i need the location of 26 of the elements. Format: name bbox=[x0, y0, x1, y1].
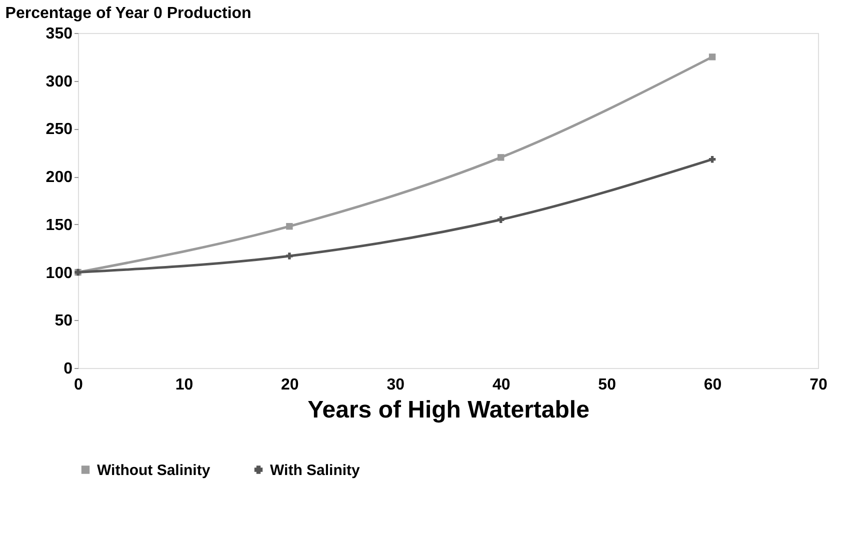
legend-label: With Salinity bbox=[270, 462, 361, 479]
y-tick-label: 200 bbox=[46, 169, 73, 186]
x-tick-label: 0 bbox=[74, 376, 84, 394]
point bbox=[498, 154, 504, 161]
point bbox=[286, 222, 293, 230]
x-tick-label: 50 bbox=[598, 376, 616, 394]
point bbox=[708, 54, 716, 60]
y-tick-label: 300 bbox=[46, 73, 73, 90]
point bbox=[498, 216, 504, 223]
x-tick-label: 20 bbox=[281, 376, 299, 394]
y-tick-label: 250 bbox=[46, 121, 73, 138]
x-tick-label: 30 bbox=[386, 376, 405, 394]
point bbox=[286, 252, 293, 260]
chart-title: Percentage of Year 0 Production bbox=[5, 5, 252, 22]
y-tick-label: 0 bbox=[64, 360, 73, 378]
x-tick-label: 10 bbox=[175, 376, 194, 394]
x-axis-title: Years of High Watertable bbox=[308, 396, 590, 424]
y-tick-label: 350 bbox=[46, 26, 73, 42]
x-tick-label: 40 bbox=[492, 376, 510, 394]
y-tick-label: 150 bbox=[46, 216, 73, 234]
point bbox=[708, 156, 716, 163]
y-tick-label: 50 bbox=[54, 312, 73, 330]
y-tick-label: 100 bbox=[46, 264, 73, 282]
legend-label: Without Salinity bbox=[97, 462, 211, 479]
x-tick-label: 70 bbox=[810, 376, 828, 394]
x-tick-label: 60 bbox=[704, 376, 722, 394]
